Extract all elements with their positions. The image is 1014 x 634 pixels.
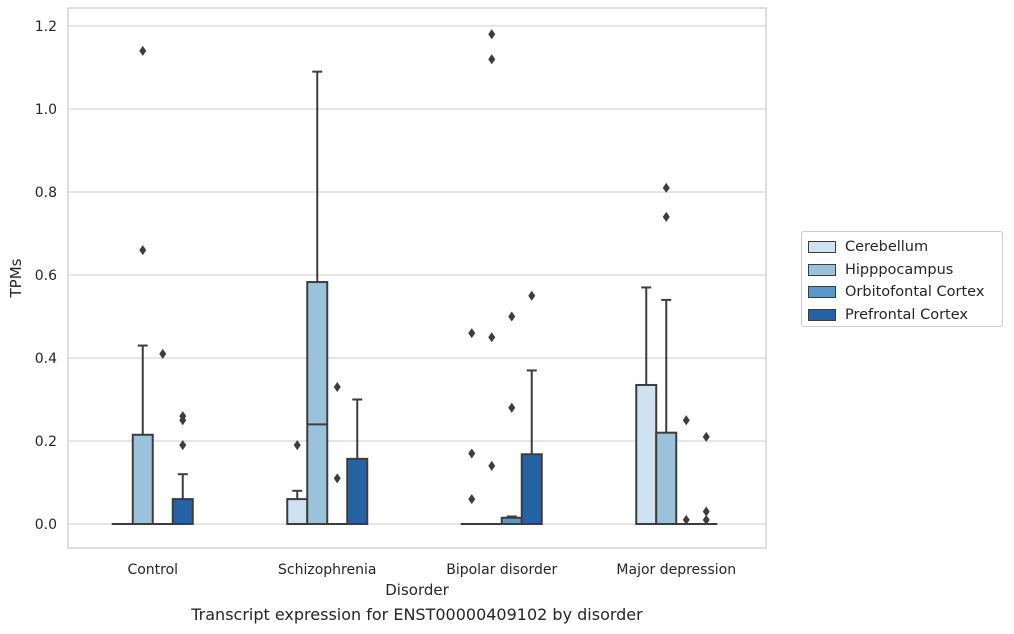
box-body <box>655 431 678 526</box>
outlier-point <box>662 182 670 193</box>
box-cerebellum <box>460 328 483 526</box>
box-body <box>346 457 369 525</box>
outlier-point <box>468 494 476 505</box>
x-axis-title: Disorder <box>385 581 449 599</box>
x-tick-label: Schizophrenia <box>278 562 376 578</box>
box-hipppocampus <box>480 29 503 526</box>
y-tick-label: 0.0 <box>35 517 57 533</box>
box-hipppocampus <box>306 70 329 525</box>
outlier-point <box>702 506 710 517</box>
legend-label: Cerebellum <box>845 239 929 256</box>
box-hipppocampus <box>131 45 154 525</box>
plot-area-frame <box>67 7 767 549</box>
y-tick-label: 1.2 <box>35 19 57 35</box>
outlier-point <box>468 448 476 459</box>
y-tick-labels: 0.0 0.2 0.4 0.6 0.8 1.0 1.2 <box>35 19 57 533</box>
box-body <box>306 281 329 525</box>
box-hipppocampus <box>655 182 678 526</box>
outlier-point <box>179 411 187 422</box>
outlier-point <box>662 211 670 222</box>
y-tick-label: 0.4 <box>35 351 57 367</box>
chart-caption: Transcript expression for ENST0000040910… <box>191 605 643 624</box>
legend-label: Hipppocampus <box>845 261 954 278</box>
outlier-point <box>528 290 536 301</box>
outlier-point <box>159 348 167 359</box>
y-axis-title: TPMs <box>7 258 25 298</box>
box-prefrontal-cortex <box>520 290 543 525</box>
box-body <box>520 453 543 525</box>
y-tick-label: 0.2 <box>35 434 57 450</box>
x-tick-label: Major depression <box>616 562 736 578</box>
x-tick-label: Bipolar disorder <box>446 562 557 578</box>
x-tick-labels: Control Schizophrenia Bipolar disorder Majo… <box>127 562 736 578</box>
outlier-point <box>179 440 187 451</box>
box-prefrontal-cortex <box>346 398 369 525</box>
outlier-point <box>682 415 690 426</box>
outlier-point <box>139 245 147 256</box>
grid-lines <box>68 25 766 525</box>
legend-swatch <box>808 241 836 254</box>
legend-item: Cerebellum <box>808 236 996 259</box>
legend-label: Prefrontal Cortex <box>845 306 968 323</box>
box-prefrontal-cortex <box>171 411 194 526</box>
outlier-point <box>333 473 341 484</box>
outlier-point <box>488 332 496 343</box>
outlier-point <box>682 514 690 525</box>
box-prefrontal-cortex <box>695 431 718 526</box>
legend: Cerebellum Hipppocampus Orbitofontal Corte… <box>801 231 1003 327</box>
box-body <box>635 383 658 525</box>
y-tick-label: 0.6 <box>35 268 57 284</box>
legend-swatch <box>808 308 836 321</box>
legend-item: Prefrontal Cortex <box>808 304 996 327</box>
outlier-point <box>508 311 516 322</box>
outlier-point <box>702 431 710 442</box>
outlier-point <box>508 402 516 413</box>
outlier-point <box>468 328 476 339</box>
outlier-point <box>293 440 301 451</box>
y-tick-label: 0.8 <box>35 185 57 201</box>
box-body <box>171 498 194 526</box>
outlier-point <box>139 45 147 56</box>
box-series <box>111 29 718 526</box>
y-tick-label: 1.0 <box>35 102 57 118</box>
box-body <box>286 498 309 526</box>
box-cerebellum <box>286 440 309 526</box>
box-orbitofontal-cortex <box>500 311 523 526</box>
box-cerebellum <box>635 286 658 525</box>
legend-label: Orbitofontal Cortex <box>845 284 985 301</box>
outlier-point <box>702 514 710 525</box>
box-body <box>131 433 154 525</box>
box-orbitofontal-cortex <box>326 382 349 526</box>
box-orbitofontal-cortex <box>151 348 174 526</box>
legend-item: Hipppocampus <box>808 259 996 282</box>
legend-swatch <box>808 286 836 299</box>
x-tick-label: Control <box>127 562 178 578</box>
outlier-point <box>333 382 341 393</box>
outlier-point <box>488 29 496 40</box>
box-orbitofontal-cortex <box>675 415 698 526</box>
legend-swatch <box>808 263 836 276</box>
legend-item: Orbitofontal Cortex <box>808 281 996 304</box>
outlier-point <box>488 460 496 471</box>
outlier-point <box>488 54 496 65</box>
